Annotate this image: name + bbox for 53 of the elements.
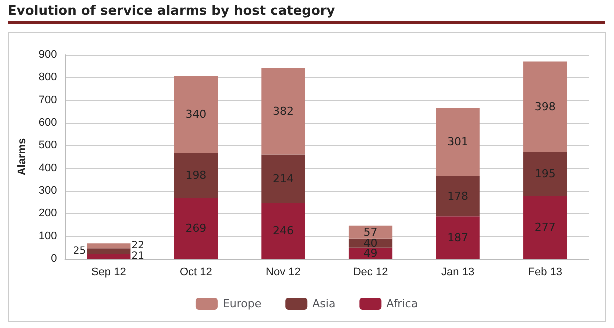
bar	[348, 226, 393, 239]
data-label: 277	[534, 221, 556, 234]
bar	[524, 196, 568, 259]
bar	[262, 154, 306, 204]
x-tick-label: Jan 13	[442, 266, 475, 278]
data-label: 198	[186, 169, 207, 182]
data-label: 57	[364, 226, 378, 239]
y-tick-label: 0	[51, 253, 58, 265]
y-tick-label: 300	[38, 185, 58, 197]
bar	[87, 254, 131, 259]
data-label: 382	[272, 104, 294, 118]
bar	[174, 76, 218, 154]
data-label: 301	[448, 136, 469, 149]
y-tick-label: 200	[38, 208, 58, 220]
data-label: 187	[448, 231, 469, 244]
y-axis-title: Alarms	[16, 138, 28, 176]
data-label: 21	[132, 251, 144, 262]
y-tick-label: 700	[38, 94, 58, 106]
bar	[262, 203, 306, 259]
x-tick-label: Oct 12	[180, 266, 212, 278]
data-label: 246	[272, 224, 294, 238]
bar	[436, 108, 480, 176]
data-label: 25	[73, 246, 86, 257]
legend-label: Asia	[312, 298, 336, 310]
bar	[87, 244, 131, 249]
data-label: 398	[534, 100, 556, 114]
y-tick-label: 400	[38, 162, 58, 174]
bar	[524, 62, 568, 152]
data-label: 340	[186, 108, 207, 122]
bar	[174, 153, 218, 198]
x-tick-label: Sep 12	[91, 266, 126, 278]
data-label: 195	[534, 168, 556, 181]
bar	[436, 176, 480, 217]
bar	[174, 198, 218, 259]
y-tick-label: 100	[38, 230, 58, 242]
x-tick-label: Dec 12	[353, 266, 388, 278]
y-tick-label: 900	[38, 49, 58, 61]
y-tick-label: 500	[38, 140, 58, 152]
legend-label: Europe	[222, 298, 262, 310]
bar	[262, 68, 306, 155]
data-label: 269	[186, 222, 207, 236]
y-tick-label: 600	[38, 117, 58, 129]
bar	[87, 248, 131, 254]
chart-title: Evolution of service alarms by host category	[8, 4, 605, 24]
data-label: 22	[132, 240, 144, 252]
data-label: 214	[272, 172, 294, 186]
bar	[436, 216, 480, 259]
legend-label: Africa	[386, 298, 418, 310]
x-tick-label: Nov 12	[266, 266, 301, 278]
y-tick-label: 800	[38, 72, 58, 84]
bar	[524, 152, 568, 196]
x-tick-label: Feb 13	[528, 266, 562, 278]
data-label: 178	[448, 190, 469, 203]
